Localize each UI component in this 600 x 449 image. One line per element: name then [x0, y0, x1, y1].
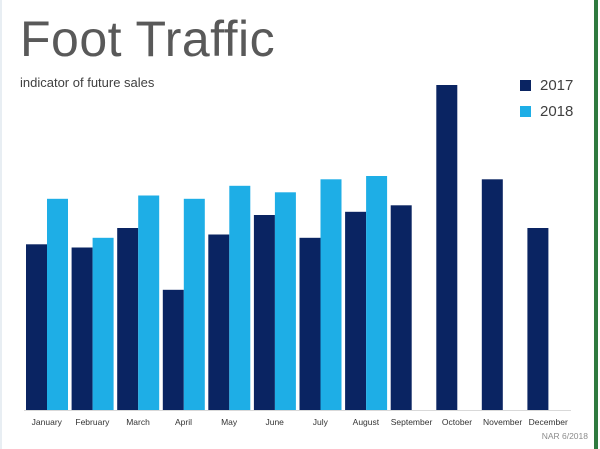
- x-tick-label-december: December: [529, 417, 568, 427]
- bar-2017-july: [299, 237, 321, 411]
- slide-right-border: [594, 0, 598, 449]
- x-tick-label-october: October: [442, 417, 472, 427]
- legend-swatch-2018: [520, 105, 531, 117]
- legend-label-2018: 2018: [540, 102, 574, 120]
- bar-2018-june: [274, 192, 296, 411]
- x-tick-label-march: March: [126, 417, 150, 427]
- bar-2018-july: [320, 179, 342, 411]
- slide-left-edge: [0, 0, 2, 449]
- bar-2018-may: [229, 185, 251, 410]
- bar-2017-november: [481, 179, 503, 411]
- x-tick-label-november: November: [483, 417, 522, 427]
- bar-2017-august: [345, 211, 367, 411]
- legend-swatch-2017: [520, 79, 531, 91]
- bar-2018-march: [138, 195, 160, 410]
- x-tick-label-september: September: [391, 417, 433, 427]
- bar-2017-october: [436, 85, 458, 410]
- bar-2017-april: [162, 289, 184, 411]
- chart-subtitle: indicator of future sales: [20, 75, 155, 90]
- bar-2018-january: [47, 198, 68, 411]
- bar-2018-august: [366, 176, 388, 410]
- x-tick-label-february: February: [75, 417, 110, 427]
- x-tick-label-january: January: [32, 417, 63, 427]
- x-tick-label-august: August: [353, 417, 380, 427]
- x-tick-label-july: July: [313, 417, 329, 427]
- bar-2018-april: [183, 198, 205, 411]
- bar-2017-march: [117, 228, 139, 410]
- bar-2017-june: [253, 215, 275, 410]
- x-tick-label-june: June: [265, 417, 284, 427]
- chart-title: Foot Traffic: [20, 11, 276, 67]
- x-tick-label-may: May: [221, 417, 238, 427]
- bar-2017-january: [26, 244, 47, 411]
- bar-2017-september: [390, 205, 412, 411]
- source-note: NAR 6/2018: [541, 431, 588, 441]
- legend: 2017 2018: [520, 72, 573, 124]
- bar-2017-february: [71, 247, 93, 410]
- legend-item-2018: 2018: [520, 98, 573, 124]
- bar-2017-december: [527, 228, 549, 410]
- bar-2017-may: [208, 234, 230, 410]
- legend-label-2017: 2017: [540, 76, 574, 94]
- x-tick-label-april: April: [175, 417, 192, 427]
- bar-2018-february: [92, 237, 114, 411]
- legend-item-2017: 2017: [520, 72, 573, 98]
